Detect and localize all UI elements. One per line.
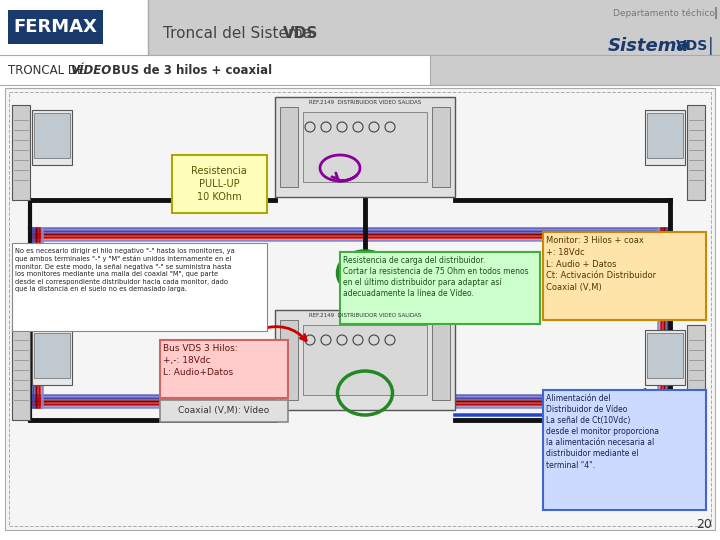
Bar <box>275 310 455 410</box>
Text: Sistema: Sistema <box>608 37 690 55</box>
Text: Departamento téchico: Departamento téchico <box>613 8 715 18</box>
Bar <box>12 105 30 200</box>
Bar <box>303 112 427 182</box>
Bar <box>0 0 720 55</box>
Text: Troncal del Sistema: Troncal del Sistema <box>163 25 317 40</box>
Bar <box>9 92 711 526</box>
Bar <box>275 97 455 197</box>
Bar <box>34 113 70 158</box>
Text: REF.2149  DISTRIBUIDOR VIDEO SALIDAS: REF.2149 DISTRIBUIDOR VIDEO SALIDAS <box>309 100 421 105</box>
Bar <box>687 325 705 420</box>
Bar <box>5 88 715 530</box>
Bar <box>34 333 70 378</box>
Bar <box>543 232 706 320</box>
Bar <box>430 55 720 85</box>
Bar <box>647 333 683 378</box>
Bar <box>340 252 540 324</box>
Bar <box>32 330 72 385</box>
Text: Bus VDS 3 Hilos:
+,-: 18Vdc
L: Audio+Datos: Bus VDS 3 Hilos: +,-: 18Vdc L: Audio+Dat… <box>163 344 238 376</box>
Bar <box>12 243 267 331</box>
Text: 20: 20 <box>696 518 712 531</box>
Bar <box>12 325 30 420</box>
Text: VDS: VDS <box>676 39 708 53</box>
Bar <box>0 0 148 55</box>
Text: :: : <box>102 64 109 78</box>
Text: TRONCAL DE: TRONCAL DE <box>8 64 88 78</box>
Text: Alimentación del
Distribuidor de Vídeo
La señal de Ct(10Vdc)
desde el monitor pr: Alimentación del Distribuidor de Vídeo L… <box>546 394 659 470</box>
Bar <box>647 113 683 158</box>
Text: |: | <box>708 37 714 55</box>
Bar <box>160 400 288 422</box>
Bar <box>160 340 288 398</box>
Bar <box>543 390 706 510</box>
Bar <box>8 10 103 44</box>
Bar <box>280 107 298 187</box>
Text: Resistencia
PULL-UP
10 KOhm: Resistencia PULL-UP 10 KOhm <box>191 166 247 202</box>
Text: Resistencia de carga del distribuidor.
Cortar la resistencia de 75 Ohm en todos : Resistencia de carga del distribuidor. C… <box>343 256 528 298</box>
Bar <box>645 110 685 165</box>
Bar <box>32 110 72 165</box>
Bar <box>280 320 298 400</box>
Bar <box>0 55 720 85</box>
Bar <box>645 330 685 385</box>
Text: VDS: VDS <box>283 25 318 40</box>
Text: Coaxial (V,M): Vídeo: Coaxial (V,M): Vídeo <box>179 407 269 415</box>
Text: BUS de 3 hilos + coaxial: BUS de 3 hilos + coaxial <box>112 64 272 78</box>
Text: FERMAX: FERMAX <box>13 18 97 36</box>
Text: VÍDEO: VÍDEO <box>70 64 112 78</box>
Bar <box>303 325 427 395</box>
Text: No es necesario dirigir el hilo negativo "-" hasta los monitores, ya
que ambos t: No es necesario dirigir el hilo negativo… <box>15 248 235 292</box>
Bar <box>172 155 267 213</box>
Text: Monitor: 3 Hilos + coax
+: 18Vdc
L: Audio + Datos
Ct: Activación Distribuidor
Co: Monitor: 3 Hilos + coax +: 18Vdc L: Audi… <box>546 236 656 292</box>
Text: REF.2149  DISTRIBUIDOR VIDEO SALIDAS: REF.2149 DISTRIBUIDOR VIDEO SALIDAS <box>309 313 421 318</box>
Bar <box>432 107 450 187</box>
Bar <box>687 105 705 200</box>
Bar <box>432 320 450 400</box>
